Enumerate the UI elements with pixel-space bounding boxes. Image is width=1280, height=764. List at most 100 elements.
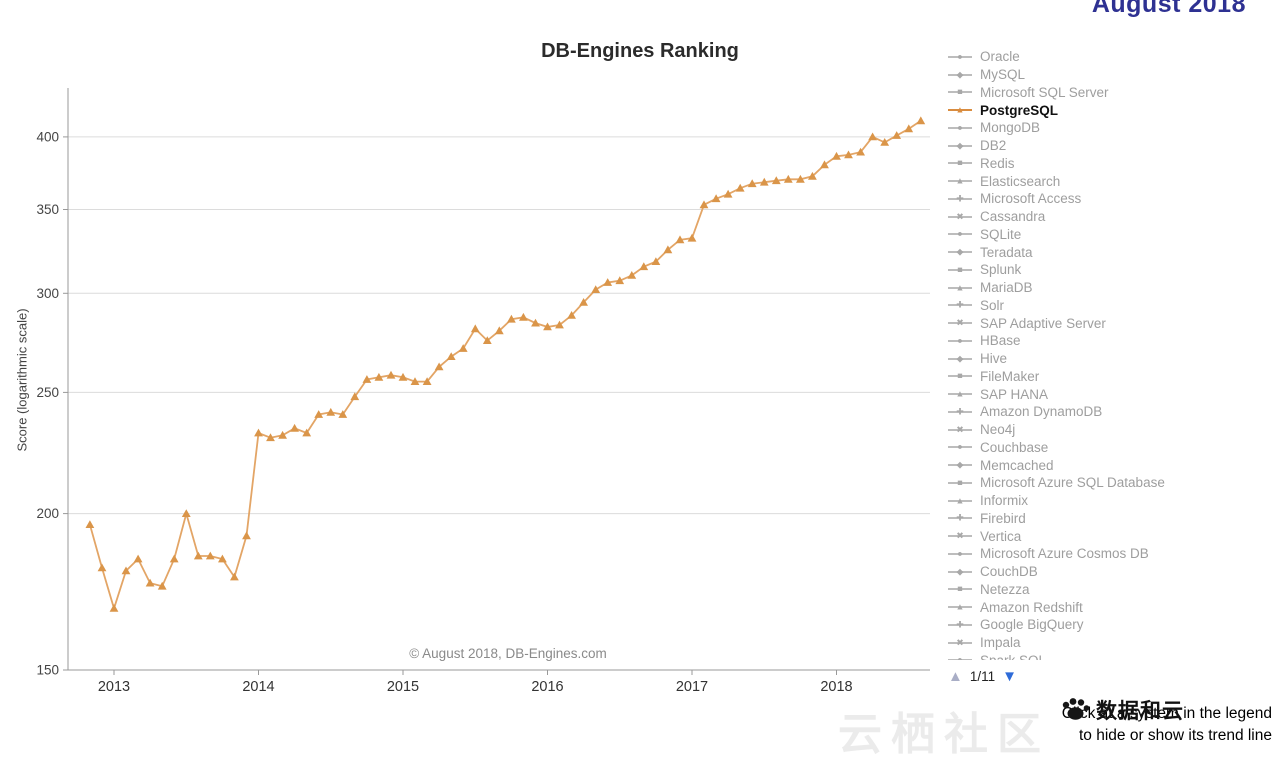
legend-item-sqlite[interactable]: ● SQLite [948,226,1268,244]
legend: ● Oracle ◆ MySQL ■ Microsoft SQL Server ▲ Postg… [948,48,1268,660]
legend-item-label: Microsoft Azure SQL Database [980,475,1165,491]
x-marker-icon: ✖ [948,317,972,329]
legend-item-microsoft-sql-server[interactable]: ■ Microsoft SQL Server [948,84,1268,102]
legend-item-firebird[interactable]: ✚ Firebird [948,510,1268,528]
circle-marker-icon: ● [948,51,972,63]
legend-item-oracle[interactable]: ● Oracle [948,48,1268,66]
triangle-marker-icon: ▲ [948,282,972,294]
circle-marker-icon: ● [948,228,972,240]
legend-item-vertica[interactable]: ✖ Vertica [948,527,1268,545]
legend-item-label: PostgreSQL [980,102,1059,118]
legend-item-label: Teradata [980,244,1033,260]
legend-item-microsoft-azure-sql-database[interactable]: ■ Microsoft Azure SQL Database [948,474,1268,492]
plus-marker-icon: ✚ [948,619,972,631]
legend-item-label: Amazon Redshift [980,599,1083,615]
legend-item-label: HBase [980,333,1021,349]
legend-item-neo4j[interactable]: ✖ Neo4j [948,421,1268,439]
legend-item-label: Microsoft Access [980,191,1082,207]
triangle-marker-icon: ▲ [948,104,972,116]
legend-item-teradata[interactable]: ◆ Teradata [948,243,1268,261]
legend-item-label: Netezza [980,581,1030,597]
diamond-marker-icon: ◆ [948,353,972,365]
brand-text: 数据和云 [1096,700,1184,723]
legend-item-microsoft-access[interactable]: ✚ Microsoft Access [948,190,1268,208]
square-marker-icon: ■ [948,86,972,98]
legend-item-hive[interactable]: ◆ Hive [948,350,1268,368]
legend-item-netezza[interactable]: ■ Netezza [948,581,1268,599]
triangle-marker-icon: ▲ [948,175,972,187]
x-marker-icon: ✖ [948,637,972,649]
paw-logo-icon [1062,698,1090,720]
chart-title: DB-Engines Ranking [541,40,739,62]
legend-item-postgresql[interactable]: ▲ PostgreSQL [948,101,1268,119]
brand-watermark: 数据和云 [1060,695,1184,725]
legend-item-label: Oracle [980,49,1020,65]
legend-item-sap-adaptive-server[interactable]: ✖ SAP Adaptive Server [948,314,1268,332]
legend-item-label: Neo4j [980,422,1016,438]
circle-marker-icon: ● [948,654,972,660]
legend-item-label: CouchDB [980,564,1038,580]
legend-item-label: Solr [980,297,1005,313]
plus-marker-icon: ✚ [948,512,972,524]
legend-item-label: Microsoft SQL Server [980,84,1109,100]
diamond-marker-icon: ◆ [948,246,972,258]
legend-item-label: FileMaker [980,368,1040,384]
svg-text:400: 400 [36,129,59,144]
legend-item-memcached[interactable]: ◆ Memcached [948,456,1268,474]
legend-item-splunk[interactable]: ■ Splunk [948,261,1268,279]
svg-text:2018: 2018 [820,679,852,695]
legend-item-label: DB2 [980,138,1007,154]
legend-item-label: Firebird [980,510,1026,526]
legend-item-label: Hive [980,351,1008,367]
legend-item-impala[interactable]: ✖ Impala [948,634,1268,652]
legend-item-cassandra[interactable]: ✖ Cassandra [948,208,1268,226]
triangle-marker-icon: ▲ [948,495,972,507]
x-marker-icon: ✖ [948,424,972,436]
page-down-icon[interactable]: ▼ [1002,668,1017,685]
svg-text:2014: 2014 [242,679,274,695]
x-marker-icon: ✖ [948,211,972,223]
hint-line-1: Click at a system in the legend [1061,705,1272,722]
legend-item-mysql[interactable]: ◆ MySQL [948,66,1268,84]
legend-item-spark-sql[interactable]: ● Spark SQL [948,652,1268,660]
legend-item-redis[interactable]: ■ Redis [948,155,1268,173]
diamond-marker-icon: ◆ [948,69,972,81]
legend-item-hbase[interactable]: ● HBase [948,332,1268,350]
legend-item-db2[interactable]: ◆ DB2 [948,137,1268,155]
svg-text:200: 200 [36,506,59,521]
square-marker-icon: ■ [948,370,972,382]
legend-item-informix[interactable]: ▲ Informix [948,492,1268,510]
plus-marker-icon: ✚ [948,193,972,205]
legend-item-sap-hana[interactable]: ▲ SAP HANA [948,385,1268,403]
svg-text:2017: 2017 [676,679,708,695]
legend-item-amazon-dynamodb[interactable]: ✚ Amazon DynamoDB [948,403,1268,421]
legend-item-solr[interactable]: ✚ Solr [948,297,1268,315]
date-heading: August 2018 [1091,0,1246,18]
hint-line-2: to hide or show its trend line [1079,726,1272,744]
legend-item-filemaker[interactable]: ■ FileMaker [948,368,1268,386]
legend-item-label: Couchbase [980,439,1049,455]
legend-item-label: Impala [980,635,1021,651]
circle-marker-icon: ● [948,441,972,453]
legend-item-mariadb[interactable]: ▲ MariaDB [948,279,1268,297]
plus-marker-icon: ✚ [948,406,972,418]
legend-item-couchdb[interactable]: ◆ CouchDB [948,563,1268,581]
legend-item-label: MariaDB [980,280,1033,296]
plus-marker-icon: ✚ [948,299,972,311]
svg-text:2015: 2015 [387,679,419,695]
legend-item-amazon-redshift[interactable]: ▲ Amazon Redshift [948,598,1268,616]
legend-item-mongodb[interactable]: ● MongoDB [948,119,1268,137]
legend-item-elasticsearch[interactable]: ▲ Elasticsearch [948,172,1268,190]
legend-item-label: Amazon DynamoDB [980,404,1103,420]
legend-hint-text: Click at a system in the legend to hide … [1062,703,1272,746]
legend-item-google-bigquery[interactable]: ✚ Google BigQuery [948,616,1268,634]
legend-item-label: MongoDB [980,120,1041,136]
legend-item-microsoft-azure-cosmos-db[interactable]: ● Microsoft Azure Cosmos DB [948,545,1268,563]
legend-item-couchbase[interactable]: ● Couchbase [948,439,1268,457]
legend-item-label: Microsoft Azure Cosmos DB [980,546,1149,562]
legend-item-label: Splunk [980,262,1022,278]
diamond-marker-icon: ◆ [948,140,972,152]
square-marker-icon: ■ [948,157,972,169]
page-up-icon[interactable]: ▲ [948,668,963,685]
